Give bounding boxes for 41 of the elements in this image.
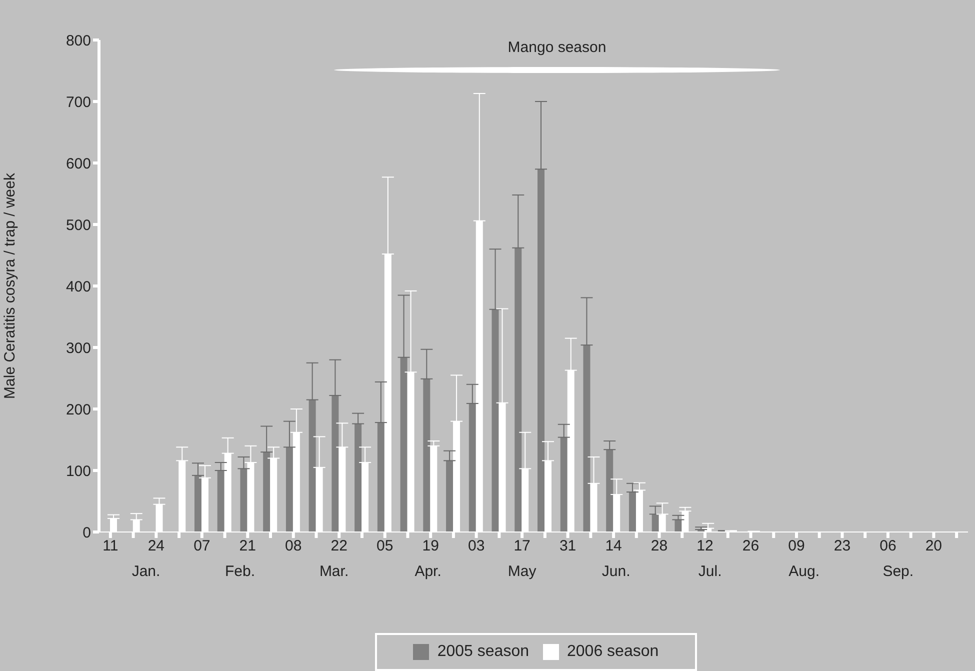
x-tick-label: 31 (559, 538, 576, 555)
x-tick-label: 24 (148, 538, 165, 555)
y-tick-label: 100 (66, 462, 91, 480)
text: Jun. (602, 563, 630, 580)
x-tick-label: 03 (468, 538, 485, 555)
y-axis-title: Male Ceratitis cosyra / trap / week (1, 172, 18, 399)
text: Jul. (698, 563, 722, 580)
y-tick-label: 500 (66, 216, 91, 234)
text: Apr. (414, 563, 442, 580)
y-tick-label: 700 (66, 94, 91, 111)
x-tick-label: 05 (376, 538, 394, 555)
annotation: Mango season (508, 39, 606, 56)
text: May (508, 563, 537, 580)
x-tick-label: 21 (239, 538, 256, 555)
x-tick-label: 26 (742, 538, 760, 555)
x-tick-label: 23 (834, 538, 851, 555)
x-tick-label: 17 (514, 538, 530, 555)
x-tick-label: 07 (194, 538, 210, 555)
y-tick-label: 600 (66, 155, 91, 172)
y-tick-label: 0 (82, 524, 91, 542)
x-tick-label: 28 (650, 538, 668, 555)
y-tick-label: 200 (66, 401, 91, 418)
y-tick-label: 300 (66, 340, 91, 357)
legend-label: 2006 season (567, 643, 659, 661)
y-tick-label: 400 (66, 278, 91, 296)
y-tick-label: 800 (66, 32, 91, 50)
x-tick-label: 08 (285, 538, 302, 555)
x-tick-label: 19 (422, 538, 439, 555)
x-tick-label: 11 (102, 538, 118, 555)
x-tick-label: 22 (330, 538, 348, 555)
x-tick-label: 20 (925, 538, 942, 555)
x-tick-label: 09 (788, 538, 805, 555)
text: Jan. (132, 563, 160, 580)
text: Feb. (225, 563, 256, 580)
text: Mar. (319, 563, 349, 580)
x-tick-label: 12 (696, 538, 714, 555)
legend-label: 2005 season (437, 643, 529, 661)
x-tick-label: 06 (880, 538, 896, 555)
text: Sep. (882, 563, 914, 580)
text: Aug. (788, 563, 820, 580)
x-tick-label: 14 (605, 538, 622, 555)
